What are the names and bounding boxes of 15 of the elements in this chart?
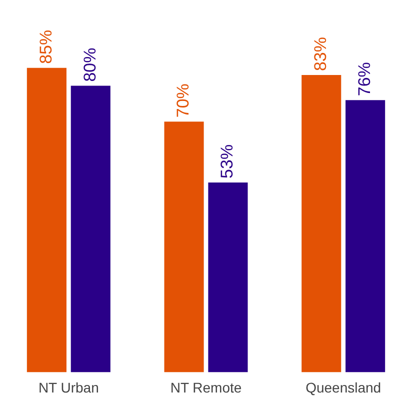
bar bbox=[164, 122, 204, 372]
x-tick-label: Queensland bbox=[306, 379, 382, 396]
bar bbox=[346, 100, 386, 372]
data-label: 70% bbox=[174, 84, 193, 118]
data-label: 76% bbox=[354, 62, 374, 96]
bar bbox=[208, 182, 248, 372]
bar bbox=[70, 86, 110, 372]
data-label: 85% bbox=[36, 30, 56, 64]
x-tick-label: NT Urban bbox=[38, 379, 99, 396]
data-label: 80% bbox=[80, 48, 100, 82]
data-label: 53% bbox=[218, 144, 237, 178]
bar bbox=[26, 68, 66, 372]
data-label: 83% bbox=[311, 37, 330, 72]
x-tick-label: NT Remote bbox=[170, 379, 242, 396]
bar bbox=[302, 75, 342, 372]
